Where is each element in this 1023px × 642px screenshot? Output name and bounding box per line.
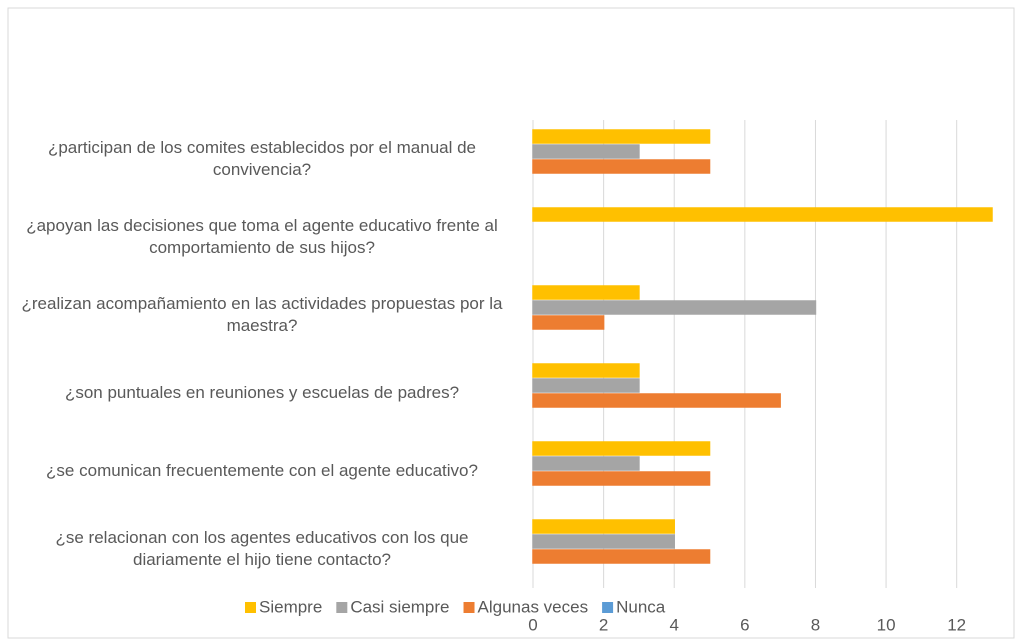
bar	[532, 471, 711, 486]
legend-label: Algunas veces	[478, 597, 589, 616]
x-tick-label: 4	[669, 615, 678, 634]
legend-label: Casi siempre	[350, 597, 449, 616]
y-tick-label: ¿son puntuales en reuniones y escuelas d…	[64, 383, 460, 402]
x-tick-label: 12	[947, 615, 966, 634]
bar	[532, 129, 711, 144]
chart-border	[7, 7, 1015, 639]
bar	[532, 549, 711, 564]
bar	[532, 144, 640, 159]
bar	[532, 285, 640, 300]
bar	[532, 456, 640, 471]
y-tick-label: ¿realizan acompañamiento en las activida…	[21, 294, 503, 335]
legend-swatch	[245, 602, 256, 613]
x-tick-label: 8	[811, 615, 820, 634]
y-tick-label: ¿se relacionan con los agentes educativo…	[55, 528, 469, 569]
bar	[532, 363, 640, 378]
x-tick-label: 6	[740, 615, 749, 634]
y-tick-label: ¿apoyan las decisiones que toma el agent…	[26, 216, 498, 257]
bar	[532, 441, 711, 456]
y-tick-label: ¿participan de los comites establecidos …	[47, 138, 477, 179]
x-tick-label: 2	[599, 615, 608, 634]
legend-swatch	[602, 602, 614, 613]
bar	[532, 378, 640, 393]
x-tick-label: 10	[877, 615, 896, 634]
y-tick-label: ¿se comunican frecuentemente con el agen…	[46, 461, 478, 480]
bar	[532, 315, 605, 330]
legend-swatch	[336, 602, 348, 613]
bar	[532, 207, 993, 222]
legend-label: Siempre	[259, 597, 322, 616]
legend-label: Nunca	[616, 597, 666, 616]
bar	[532, 393, 781, 408]
bar	[532, 519, 675, 534]
bar	[532, 159, 711, 174]
x-tick-label: 0	[528, 615, 537, 634]
legend-swatch	[463, 602, 475, 613]
bar	[532, 300, 817, 315]
bar	[532, 534, 675, 549]
